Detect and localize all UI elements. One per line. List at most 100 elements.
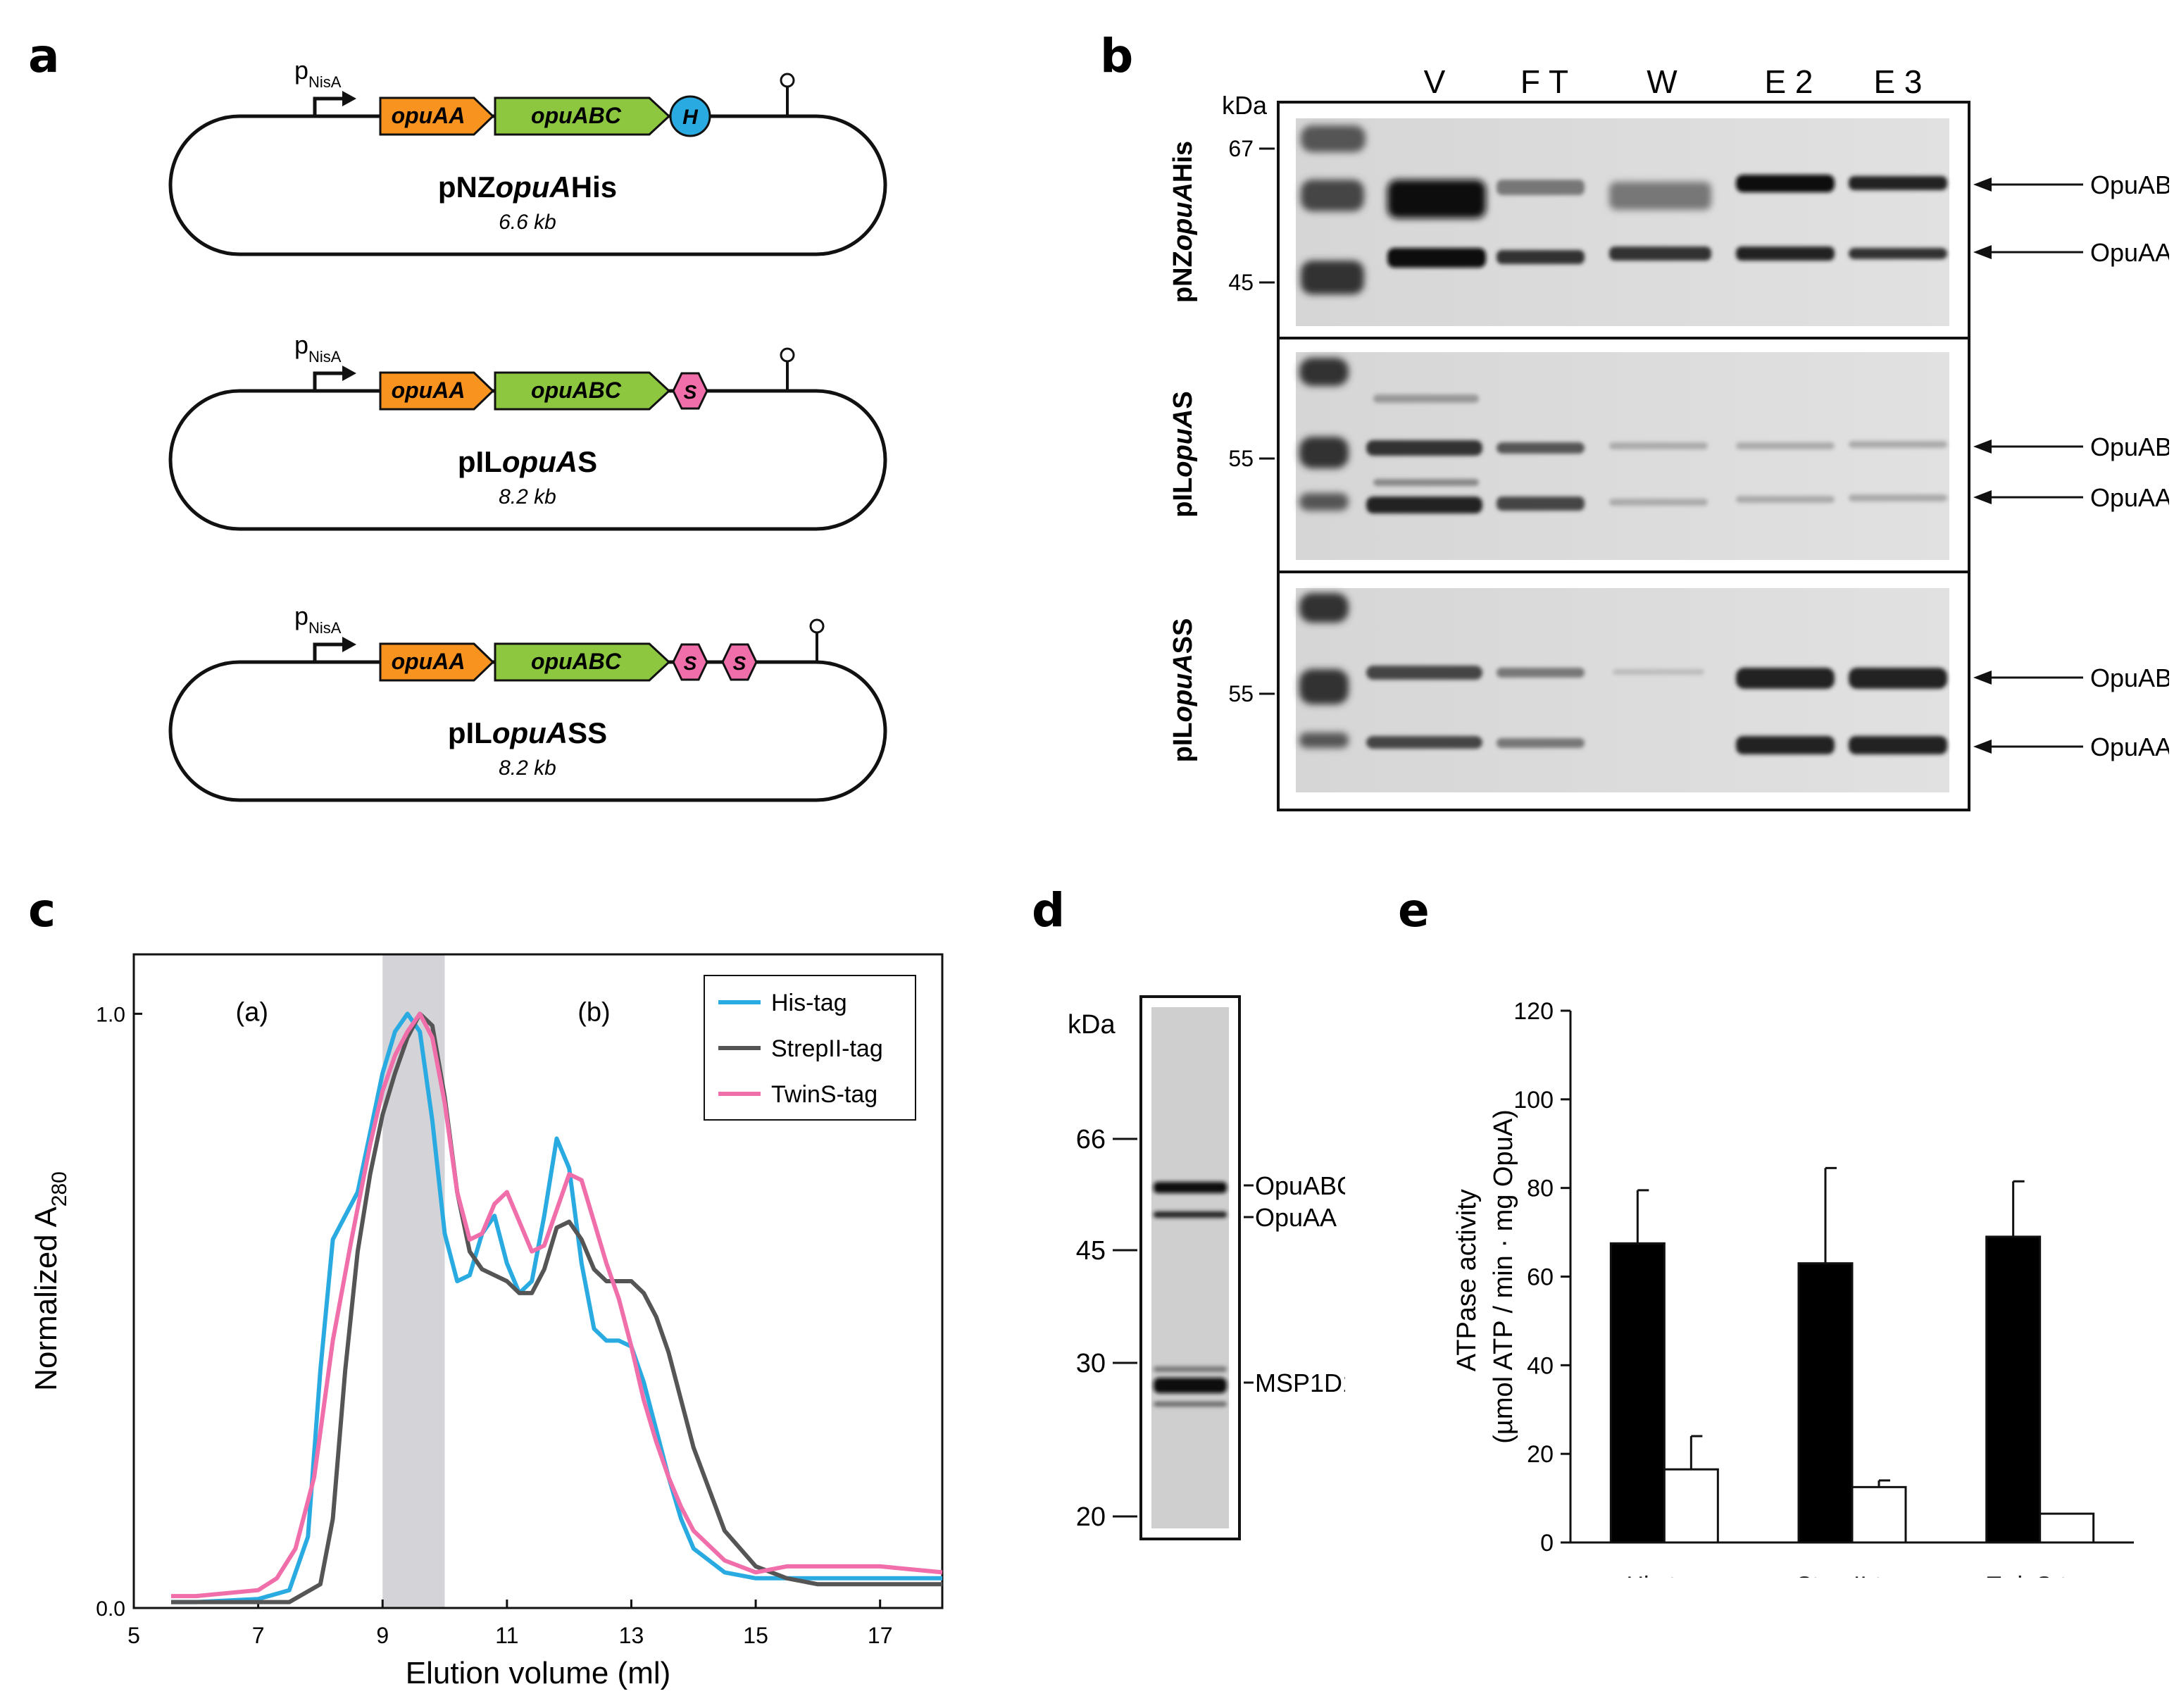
lane-label-FT: F T <box>1520 63 1568 100</box>
row-label: pNZopuAHis <box>1168 141 1198 303</box>
nanodisc-gel: d kDa 66 45 30 20 OpuABC OpuAA MSP1D1 <box>1032 883 1356 1540</box>
bar-his-tag-1 <box>1663 1468 1719 1544</box>
plasmid-size: 8.2 kb <box>499 485 556 509</box>
marker-66: 66 <box>1076 1125 1106 1154</box>
bar-strepii-tag-0 <box>1797 1262 1854 1544</box>
gel-band <box>1366 440 1482 456</box>
y-axis-label: Normalized A280 <box>29 1171 71 1391</box>
gene-opuAA-label: opuAA <box>392 103 466 128</box>
promoter-arrow-icon <box>313 96 345 116</box>
kda-label: kDa <box>1068 1010 1116 1040</box>
gel-band <box>1154 1366 1227 1372</box>
arrow-left-icon <box>1973 740 1992 754</box>
promoter-arrowhead-icon <box>342 366 356 381</box>
gene-opuAA-label: opuAA <box>392 378 466 403</box>
gel-band <box>1849 248 1947 259</box>
x-tick-label: 17 <box>868 1623 893 1648</box>
gene-opuABC <box>494 96 671 136</box>
sds-page-gels: b V F T W E 2 E 3 kDa 67 <box>1100 29 2174 811</box>
x-tick-label: 13 <box>619 1623 644 1648</box>
x-tick-label: 9 <box>376 1623 389 1648</box>
series-line-his-tag <box>171 1011 942 1604</box>
gel-band <box>1736 175 1835 192</box>
arrow-left-icon <box>1973 490 1992 504</box>
axis-ticks: 5 7 9 11 13 15 17 0.0 1.0 <box>96 1003 892 1648</box>
plasmid-size: 8.2 kb <box>499 756 556 780</box>
gel-band <box>1613 669 1704 675</box>
ladder-band <box>1301 261 1364 294</box>
gel-image <box>1296 588 1949 792</box>
gene-opuAA <box>379 371 495 411</box>
plasmid-name: pILopuAS <box>458 445 597 478</box>
panel-b: b V F T W E 2 E 3 kDa 67 <box>1042 0 2174 831</box>
ladder-band <box>1299 437 1349 468</box>
lane-label-V: V <box>1424 63 1446 100</box>
panel-letter-c: c <box>28 883 56 937</box>
ladder-band <box>1301 125 1366 152</box>
marker-45: 45 <box>1228 270 1254 295</box>
gel-band <box>1366 497 1482 513</box>
gel-3: 55 pILopuASS OpuABC-S OpuAA <box>1168 588 2174 792</box>
legend: His-tag StrepII-tag TwinS-tag <box>704 975 916 1121</box>
marker-67: 67 <box>1228 136 1254 161</box>
strep-tag-icon <box>672 372 708 410</box>
gel-2: 55 pILopuAS OpuABC-S OpuAA <box>1168 352 2174 560</box>
arrow-left-icon <box>1973 245 1992 259</box>
gel-image <box>1151 1007 1229 1528</box>
plasmid-maps: a pNisA opuAA opuABC H pNZopuAHis 6.6 kb… <box>28 29 887 802</box>
promoter-label: pNisA <box>294 56 342 91</box>
ladder-band <box>1299 593 1349 623</box>
x-tick-label: 7 <box>252 1623 265 1648</box>
gel-band <box>1609 247 1711 261</box>
gel-band <box>1736 736 1835 754</box>
gel-image <box>1296 352 1949 560</box>
ladder-band <box>1299 669 1349 704</box>
lane-label-E3: E 3 <box>1873 63 1922 100</box>
terminator-head-icon <box>809 618 825 634</box>
x-tick-label: TwinS-tag <box>1987 1572 2093 1578</box>
lane-label-E2: E 2 <box>1764 63 1813 100</box>
bar-twins-tag-0 <box>1985 1235 2042 1544</box>
marker-55: 55 <box>1228 446 1254 471</box>
ladder-band <box>1299 358 1349 386</box>
y-tick-label: 20 <box>1527 1441 1554 1468</box>
panel-letter-d: d <box>1032 883 1065 937</box>
legend-entry: TwinS-tag <box>771 1081 877 1108</box>
panel-a: a pNisA opuAA opuABC H pNZopuAHis 6.6 kb… <box>0 0 916 831</box>
gene-opuAA <box>379 642 495 682</box>
strep-tag-icon <box>721 643 758 681</box>
panel-letter-a: a <box>28 29 60 83</box>
terminator-head-icon <box>780 347 795 363</box>
gel-band <box>1366 666 1482 680</box>
x-axis-label: Elution volume (ml) <box>406 1656 671 1690</box>
gene-opuABC-label: opuABC <box>531 649 622 674</box>
gel-band <box>1154 1378 1227 1393</box>
gel-band <box>1609 182 1711 210</box>
ladder-band <box>1299 733 1349 748</box>
construct-3: pNisA opuAA opuABC S S pILopuASS 8.2 kb <box>168 601 887 802</box>
gel-band <box>1849 176 1947 190</box>
gel-band <box>1497 442 1585 454</box>
panel-letter-e: e <box>1398 883 1430 937</box>
gel-band <box>1849 736 1947 754</box>
gel-band <box>1849 668 1947 689</box>
band-label: OpuAA <box>2090 238 2169 267</box>
y-tick-label: 40 <box>1527 1352 1554 1379</box>
gel-band <box>1373 394 1479 403</box>
promoter-label: pNisA <box>294 601 342 637</box>
region-a-label: (a) <box>236 997 268 1027</box>
row-label: pILopuAS <box>1168 391 1198 517</box>
strep-tag-label: S <box>684 381 697 403</box>
marker-30: 30 <box>1076 1349 1106 1378</box>
bar-strepii-tag-1 <box>1851 1485 1907 1544</box>
y-tick-label: 1.0 <box>96 1003 125 1026</box>
y-tick-label: 80 <box>1527 1176 1554 1202</box>
y-axis-label: ATPase activity (µmol ATP / min · mg Opu… <box>1452 1109 1518 1443</box>
gel-band <box>1609 442 1708 449</box>
construct-2: pNisA opuAA opuABC S pILopuAS 8.2 kb <box>168 330 887 531</box>
legend-entry: StrepII-tag <box>771 1035 883 1062</box>
gel-image <box>1296 118 1949 326</box>
gel-1: 67 45 pNZopuAHis OpuABC-H OpuAA <box>1168 118 2174 326</box>
row-label: pILopuASS <box>1168 618 1198 763</box>
marker-20: 20 <box>1076 1502 1106 1532</box>
